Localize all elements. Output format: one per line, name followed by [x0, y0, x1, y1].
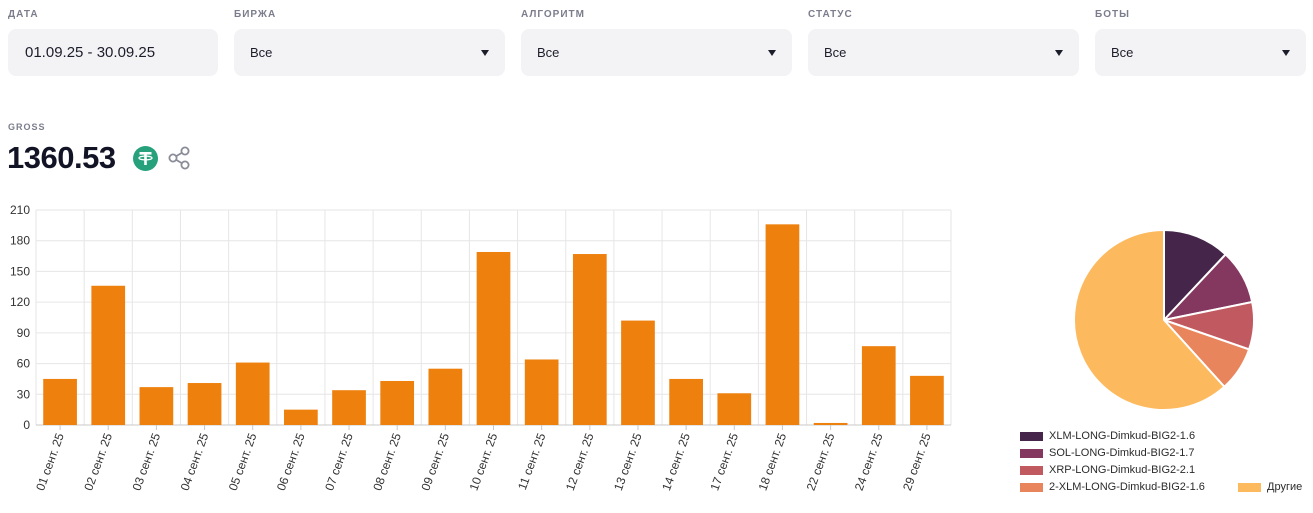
- x-tick-label: 05 сент. 25: [226, 431, 260, 493]
- bar[interactable]: [284, 409, 318, 425]
- bar[interactable]: [910, 375, 944, 425]
- chevron-down-icon: [1055, 49, 1063, 56]
- x-tick-label: 04 сент. 25: [178, 431, 212, 493]
- x-tick-label: 08 сент. 25: [370, 431, 404, 493]
- legend-label: Другие: [1267, 481, 1303, 493]
- pie-slice[interactable]: [1163, 228, 1228, 323]
- y-tick-label: 120: [10, 295, 30, 309]
- gross-value: 1360.53: [7, 140, 116, 175]
- legend-item[interactable]: Другие: [1238, 481, 1302, 493]
- x-tick-label: 03 сент. 25: [129, 431, 163, 493]
- legend-swatch: [1020, 448, 1043, 458]
- y-tick-label: 30: [17, 387, 31, 401]
- filter-bots-label: БОТЫ: [1095, 9, 1130, 20]
- x-tick-label: 22 сент. 25: [804, 431, 838, 493]
- x-tick-label: 07 сент. 25: [322, 431, 356, 493]
- legend-swatch: [1020, 431, 1043, 441]
- y-tick-label: 210: [10, 203, 30, 217]
- bar[interactable]: [572, 254, 607, 425]
- pie-legend: XLM-LONG-Dimkud-BIG2-1.6 SOL-LONG-Dimkud-…: [1020, 430, 1310, 500]
- x-tick-label: 02 сент. 25: [81, 431, 115, 493]
- bar[interactable]: [91, 285, 126, 425]
- legend-item[interactable]: XRP-LONG-Dimkud-BIG2-2.1: [1020, 464, 1195, 476]
- y-tick-label: 0: [23, 418, 30, 432]
- bar[interactable]: [813, 422, 848, 425]
- algorithm-select[interactable]: Все: [521, 29, 792, 76]
- x-tick-label: 12 сент. 25: [563, 431, 597, 493]
- filter-algorithm-label: АЛГОРИТМ: [521, 9, 585, 20]
- bar[interactable]: [476, 251, 511, 425]
- y-tick-label: 90: [17, 326, 31, 340]
- legend-item[interactable]: 2-XLM-LONG-Dimkud-BIG2-1.6: [1020, 481, 1205, 493]
- chevron-down-icon: [481, 49, 489, 56]
- x-tick-label: 14 сент. 25: [659, 431, 693, 493]
- y-tick-label: 180: [10, 234, 30, 248]
- bar[interactable]: [332, 390, 366, 425]
- bar-chart: 0 30 60 90 120 150 180 210 01 сент. 25 02 сент. 2…: [10, 203, 952, 493]
- legend-swatch: [1020, 465, 1043, 475]
- gross-label: GROSS: [8, 122, 46, 132]
- x-tick-label: 17 сент. 25: [707, 431, 741, 493]
- bots-select-value: Все: [1111, 45, 1134, 60]
- y-tick-label: 150: [10, 264, 30, 278]
- legend-item[interactable]: SOL-LONG-Dimkud-BIG2-1.7: [1020, 447, 1194, 459]
- x-tick-label: 18 сент. 25: [756, 431, 790, 493]
- filter-status-label: СТАТУС: [808, 9, 853, 20]
- status-select[interactable]: Все: [808, 29, 1079, 76]
- date-range-field[interactable]: 01.09.25 - 30.09.25: [8, 29, 218, 76]
- x-tick-label: 13 сент. 25: [611, 431, 645, 493]
- bots-select[interactable]: Все: [1095, 29, 1306, 76]
- status-select-value: Все: [824, 45, 847, 60]
- legend-label: 2-XLM-LONG-Dimkud-BIG2-1.6: [1049, 481, 1205, 493]
- legend-item[interactable]: XLM-LONG-Dimkud-BIG2-1.6: [1020, 430, 1195, 442]
- legend-label: XLM-LONG-Dimkud-BIG2-1.6: [1049, 430, 1196, 442]
- x-tick-label: 10 сент. 25: [467, 431, 501, 493]
- x-tick-label: 06 сент. 25: [274, 431, 308, 493]
- y-tick-label: 60: [17, 357, 31, 371]
- filter-exchange-label: БИРЖА: [234, 9, 277, 20]
- legend-swatch: [1020, 482, 1043, 492]
- bar[interactable]: [861, 346, 896, 425]
- bar[interactable]: [380, 380, 415, 425]
- bar[interactable]: [187, 383, 222, 425]
- x-tick-label: 01 сент. 25: [33, 431, 67, 493]
- bar[interactable]: [765, 224, 800, 425]
- bar[interactable]: [428, 368, 463, 425]
- x-tick-label: 29 сент. 25: [900, 431, 934, 493]
- bar[interactable]: [524, 359, 559, 425]
- bar[interactable]: [669, 378, 703, 425]
- pie-slice[interactable]: [1073, 228, 1226, 411]
- legend-label: XRP-LONG-Dimkud-BIG2-2.1: [1049, 464, 1196, 476]
- algorithm-select-value: Все: [537, 45, 560, 60]
- bar[interactable]: [621, 320, 655, 425]
- x-tick-label: 11 сент. 25: [515, 431, 549, 492]
- bar[interactable]: [139, 387, 174, 425]
- date-range-value: 01.09.25 - 30.09.25: [25, 44, 156, 61]
- filters-bar: ДАТА 01.09.25 - 30.09.25 БИРЖА Все АЛГОР…: [8, 0, 1306, 80]
- bar[interactable]: [235, 362, 270, 425]
- x-tick-label: 24 сент. 25: [852, 431, 886, 493]
- exchange-select-value: Все: [250, 45, 273, 60]
- filter-date-label: ДАТА: [8, 9, 39, 20]
- bar[interactable]: [43, 378, 77, 425]
- legend-label: SOL-LONG-Dimkud-BIG2-1.7: [1049, 447, 1195, 459]
- exchange-select[interactable]: Все: [234, 29, 505, 76]
- legend-swatch: [1238, 482, 1261, 492]
- pie-chart: [1073, 228, 1255, 411]
- x-tick-label: 09 сент. 25: [418, 431, 452, 493]
- tether-icon: [133, 146, 158, 171]
- share-icon[interactable]: [166, 145, 192, 171]
- bar[interactable]: [717, 393, 752, 425]
- chevron-down-icon: [1282, 49, 1290, 56]
- chevron-down-icon: [768, 49, 776, 56]
